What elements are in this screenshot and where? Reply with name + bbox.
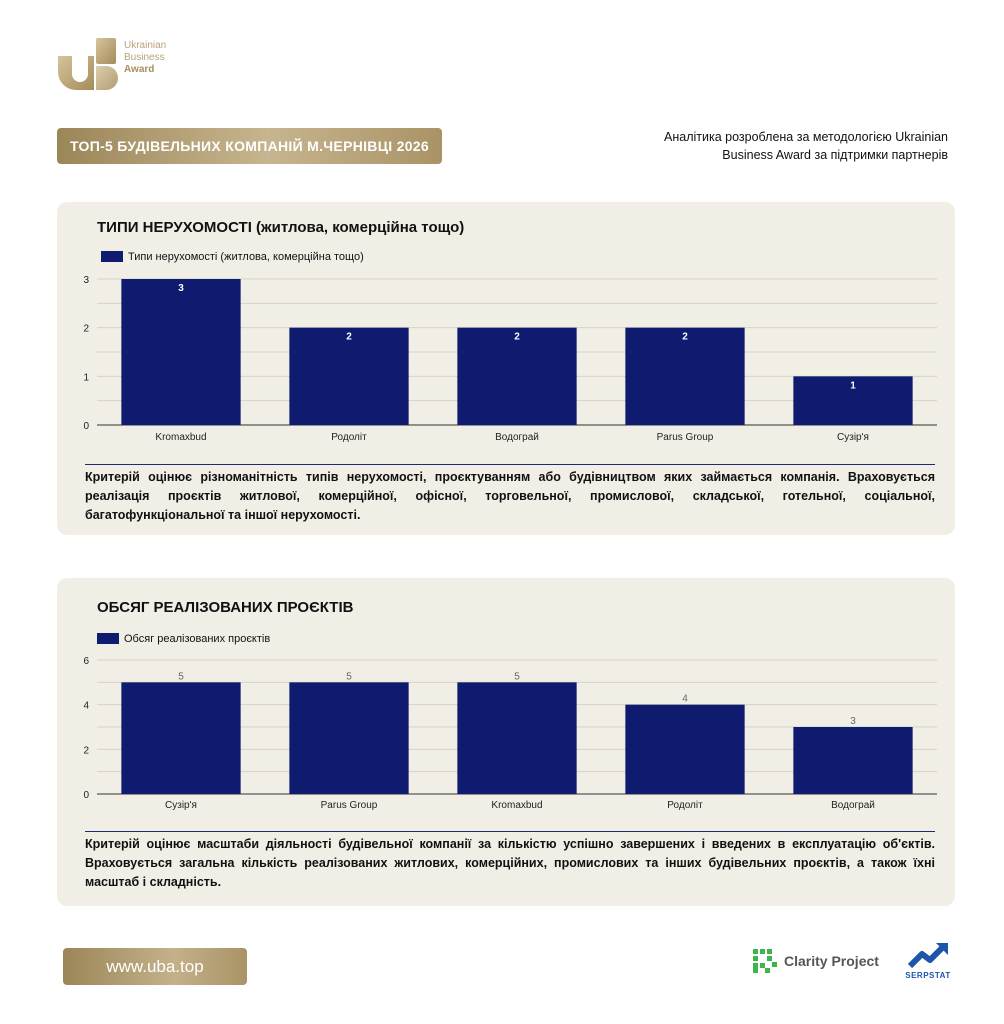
x-tick-label: Parus Group	[321, 800, 378, 811]
data-label: 5	[178, 671, 184, 682]
bar	[289, 682, 409, 794]
data-label: 1	[850, 380, 856, 391]
section-property-types: ТИПИ НЕРУХОМОСТІ (житлова, комерційна то…	[57, 202, 955, 535]
bar	[625, 327, 745, 425]
data-label: 3	[850, 716, 856, 727]
y-tick-label: 0	[83, 790, 89, 801]
bar	[457, 682, 577, 794]
x-tick-label: Parus Group	[657, 432, 714, 443]
x-tick-label: Kromaxbud	[155, 432, 206, 443]
data-label: 3	[178, 283, 184, 294]
report-title: ТОП-5 БУДІВЕЛЬНИХ КОМПАНІЙ М.ЧЕРНІВЦІ 20…	[57, 128, 442, 164]
partner-clarity-project: Clarity Project	[752, 947, 879, 975]
partner-name: Clarity Project	[784, 953, 879, 969]
data-label: 2	[514, 332, 520, 343]
section-title: ОБСЯГ РЕАЛІЗОВАНИХ ПРОЄКТІВ	[97, 599, 354, 616]
property-types-chart: Типи нерухомості (житлова, комерційна то…	[83, 251, 937, 443]
partner-serpstat: SERPSTAT	[898, 940, 958, 984]
methodology-note-line-2: Business Award за підтримки партнерів	[722, 148, 948, 162]
y-tick-label: 1	[83, 372, 89, 383]
data-label: 2	[682, 332, 688, 343]
bar	[793, 376, 913, 425]
y-tick-label: 4	[83, 701, 89, 712]
section-projects-volume: ОБСЯГ РЕАЛІЗОВАНИХ ПРОЄКТІВ Обсяг реаліз…	[57, 578, 955, 906]
data-label: 4	[682, 694, 688, 705]
logo-line-3: Award	[124, 64, 155, 75]
logo-text: Ukrainian Business Award	[124, 40, 166, 76]
bar	[457, 327, 577, 425]
bar	[121, 682, 241, 794]
methodology-note-line-1: Аналітика розроблена за методологією Ukr…	[664, 130, 948, 144]
divider	[85, 464, 935, 465]
logo-line-1: Ukrainian	[124, 40, 167, 51]
bar	[289, 327, 409, 425]
section-description: Критерій оцінює різноманітність типів не…	[85, 470, 935, 522]
legend-label: Типи нерухомості (житлова, комерційна то…	[128, 251, 364, 263]
data-label: 5	[346, 671, 352, 682]
y-tick-label: 2	[83, 324, 89, 335]
x-tick-label: Родоліт	[667, 800, 703, 811]
x-tick-label: Сузір'я	[837, 432, 869, 443]
data-label: 5	[514, 671, 520, 682]
y-tick-label: 2	[83, 745, 89, 756]
x-tick-label: Родоліт	[331, 432, 367, 443]
ukrainian-business-award-logo: Ukrainian Business Award	[56, 36, 186, 92]
logo-line-2: Business	[124, 52, 165, 63]
partner-name: SERPSTAT	[905, 971, 951, 980]
legend-swatch	[101, 251, 123, 262]
y-tick-label: 0	[83, 421, 89, 432]
y-tick-label: 6	[83, 656, 89, 667]
x-tick-label: Сузір'я	[165, 800, 197, 811]
bar	[121, 279, 241, 425]
legend-swatch	[97, 633, 119, 644]
x-tick-label: Водограй	[495, 432, 539, 443]
projects-volume-chart: Обсяг реалізованих проєктів 0 2 4 6 5 Сузір'я 5…	[83, 633, 937, 811]
divider	[85, 831, 935, 832]
section-title: ТИПИ НЕРУХОМОСТІ (житлова, комерційна то…	[97, 219, 465, 236]
clarity-project-icon	[753, 949, 777, 973]
uba-logo-icon	[58, 38, 118, 90]
serpstat-icon	[907, 943, 948, 969]
x-tick-label: Водограй	[831, 800, 875, 811]
legend-label: Обсяг реалізованих проєктів	[124, 633, 270, 645]
data-label: 2	[346, 332, 352, 343]
website-link[interactable]: www.uba.top	[63, 948, 247, 985]
bar	[793, 727, 913, 794]
section-description: Критерій оцінює масштаби діяльності буді…	[85, 837, 935, 889]
y-tick-label: 3	[83, 275, 89, 286]
x-tick-label: Kromaxbud	[491, 800, 542, 811]
bar	[625, 704, 745, 794]
methodology-note: Аналітика розроблена за методологією Ukr…	[648, 128, 948, 164]
